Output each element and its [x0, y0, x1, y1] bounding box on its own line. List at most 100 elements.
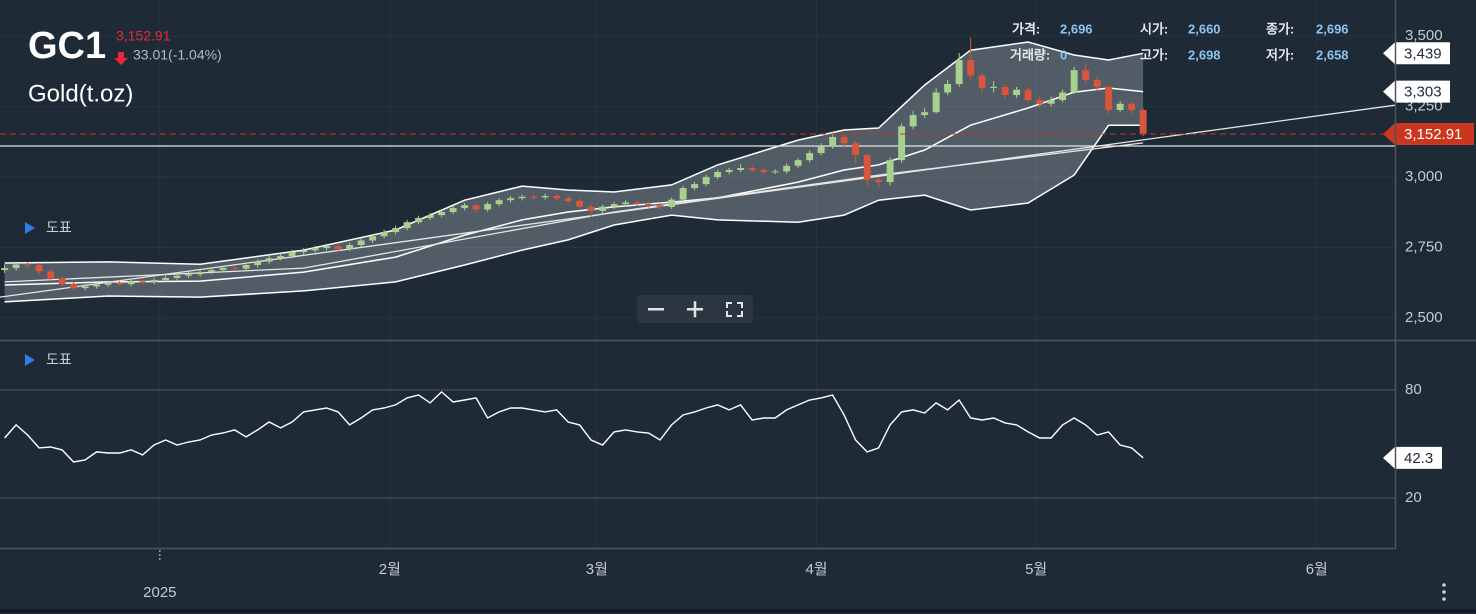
candle-body	[426, 215, 434, 218]
candle-body	[932, 92, 940, 113]
candle-body	[806, 153, 814, 161]
symbol: GC1	[28, 25, 106, 67]
candle-body	[553, 195, 561, 199]
price-tag	[1383, 42, 1450, 65]
x-tick-label: 3월	[586, 561, 608, 578]
price-tag-label: 3,439	[1404, 45, 1442, 62]
y-tick-label: 80	[1405, 381, 1422, 398]
info-label: 시가:	[1140, 21, 1168, 36]
candle-body	[93, 284, 101, 287]
candle-body	[875, 179, 883, 183]
candle-body	[495, 200, 503, 205]
expand-icon[interactable]	[25, 222, 35, 234]
candle-body	[35, 265, 43, 272]
candle-body	[357, 240, 365, 245]
candle-body	[403, 222, 411, 229]
y-tick-label: 2,500	[1405, 309, 1443, 326]
rsi-line	[4, 390, 1144, 463]
panel-label[interactable]: 도표	[46, 352, 72, 368]
candle-body	[346, 244, 354, 249]
more-menu[interactable]	[1442, 583, 1446, 601]
band-middle	[4, 87, 1144, 286]
candle-body	[610, 204, 618, 207]
candle-body	[794, 160, 802, 166]
menu-dot	[1442, 590, 1446, 594]
candle-body	[311, 248, 319, 251]
value-tag	[1383, 446, 1442, 469]
candle-body	[702, 177, 710, 185]
candle-body	[760, 170, 768, 172]
candle-body	[817, 146, 825, 154]
zoom-out[interactable]	[648, 308, 664, 311]
info-label: 저가:	[1266, 47, 1294, 62]
overlay-line	[0, 104, 1396, 298]
candle-body	[783, 165, 791, 172]
candle-body	[81, 286, 89, 289]
candle-body	[633, 202, 641, 204]
y-tick-label: 3,000	[1405, 168, 1443, 185]
info-label: 종가:	[1266, 21, 1294, 36]
candle-body	[656, 205, 664, 207]
candle-body	[150, 279, 158, 282]
x-tick-label: 2월	[379, 561, 401, 578]
band-lower	[4, 124, 1144, 303]
menu-dot	[1442, 597, 1446, 601]
candle-body	[840, 137, 848, 144]
candle-body	[1024, 89, 1032, 101]
candle-body	[898, 126, 906, 161]
price: 3,152.91	[116, 28, 171, 44]
expand-icon[interactable]	[25, 354, 35, 366]
candle-body	[438, 212, 446, 216]
candle-body	[127, 281, 135, 285]
candle-body	[691, 184, 699, 189]
candle-body	[530, 196, 538, 198]
candle-body	[104, 282, 112, 285]
y-tick-label: 2,750	[1405, 238, 1443, 255]
candle-body	[242, 265, 250, 269]
candle-body	[472, 205, 480, 210]
candle-body	[725, 170, 733, 172]
y-tick-label: 20	[1405, 489, 1422, 506]
candle-body	[1105, 86, 1113, 110]
candle-body	[622, 202, 630, 205]
candle-body	[1116, 103, 1124, 110]
candle-body	[714, 171, 722, 178]
info-label: 고가:	[1140, 47, 1168, 62]
candle-body	[1047, 100, 1055, 104]
candle-body	[1070, 70, 1078, 93]
y-tick-label: 3,500	[1405, 27, 1443, 44]
fullscreen[interactable]	[726, 302, 743, 317]
candle-body	[300, 250, 308, 253]
candle-body	[208, 270, 216, 273]
info-panel: 가격: 2,696 시가: 2,660 종가: 2,696 거래량: 0 고가:…	[1010, 21, 1349, 62]
info-value: 2,698	[1188, 47, 1221, 62]
candle-body	[541, 195, 549, 198]
candle-body	[955, 60, 963, 85]
x-tick-label: 5월	[1025, 561, 1047, 578]
candle-body	[277, 255, 285, 259]
candle-body	[978, 75, 986, 88]
info-label: 거래량:	[1010, 47, 1050, 62]
price-tag	[1383, 80, 1450, 103]
zoom-in[interactable]	[687, 301, 703, 318]
candle-body	[1013, 89, 1021, 96]
candle-body	[24, 264, 32, 266]
candle-body	[461, 205, 469, 209]
candle-body	[1059, 92, 1067, 101]
candle-body	[909, 115, 917, 127]
candle-body	[1036, 100, 1044, 104]
candle-body	[886, 160, 894, 183]
candle-body	[679, 188, 687, 200]
zoom-controls	[637, 295, 753, 323]
candle-body	[507, 198, 515, 201]
candle-body	[921, 112, 929, 116]
candle-body	[1139, 109, 1147, 134]
candle-body	[771, 171, 779, 173]
info-value: 2,658	[1316, 47, 1349, 62]
candle-body	[599, 206, 607, 211]
panel-label[interactable]: 도표	[46, 220, 72, 236]
candle-body	[484, 204, 492, 210]
candle-body	[70, 284, 78, 289]
